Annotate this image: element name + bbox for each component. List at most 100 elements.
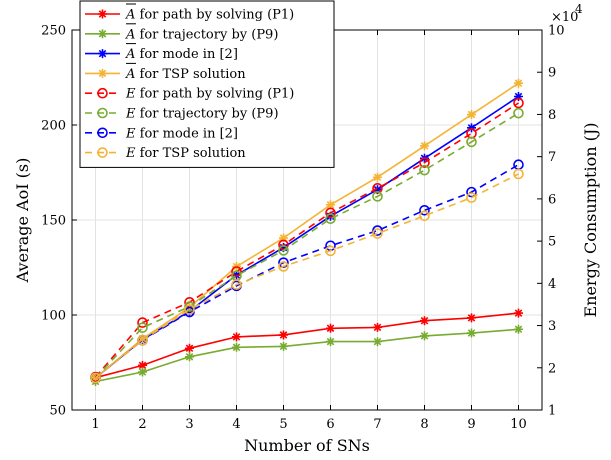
x-tick-label: 1	[91, 417, 99, 432]
circle-marker	[184, 304, 195, 315]
circle-marker	[231, 279, 242, 290]
asterisk-marker	[185, 343, 194, 353]
right-y-tick-label: 6	[548, 192, 556, 207]
legend-text-rest: for TSP solution	[136, 146, 247, 161]
series-line	[94, 112, 519, 379]
x-tick-label: 7	[373, 417, 381, 432]
legend-text-rest: for mode in [2]	[136, 126, 239, 141]
asterisk-marker	[232, 332, 241, 342]
right-y-axis-label: Energy Consumption (J)	[581, 122, 600, 317]
legend-text-rest: for path by solving (P1)	[135, 8, 294, 23]
circle-marker	[513, 97, 524, 109]
asterisk-marker	[232, 270, 241, 280]
asterisk-marker	[279, 243, 288, 253]
circle-marker	[513, 168, 524, 180]
right-y-tick-label: 10	[548, 24, 565, 39]
right-y-tick-label: 5	[548, 235, 556, 250]
asterisk-marker	[467, 123, 476, 133]
asterisk-marker	[185, 352, 194, 362]
asterisk-marker	[373, 185, 382, 195]
asterisk-marker	[98, 49, 107, 59]
circle-marker	[419, 157, 430, 168]
left-y-tick-label: 100	[41, 309, 66, 324]
legend-symbol: A	[125, 27, 135, 42]
legend-entry-label: A for mode in [2]	[125, 47, 238, 62]
right-y-tick-label: 7	[548, 150, 556, 165]
right-axis-multiplier: ×10 4	[551, 2, 583, 25]
circle-marker	[372, 191, 383, 202]
x-tick-label: 4	[232, 417, 240, 432]
series-line	[95, 173, 519, 379]
legend-symbol: A	[125, 67, 135, 82]
series-line	[94, 82, 519, 379]
x-tick-label: 10	[510, 417, 527, 432]
asterisk-marker	[326, 211, 335, 221]
x-axis-label: Number of SNs	[244, 436, 370, 455]
circle-marker	[419, 210, 430, 222]
asterisk-marker	[420, 141, 429, 151]
asterisk-marker	[98, 9, 107, 19]
right-y-tick-label: 1	[548, 404, 556, 419]
series-line	[95, 328, 519, 383]
legend: A for path by solving (P1)A for trajecto…	[79, 0, 335, 168]
circle-marker	[278, 245, 289, 256]
circle-marker	[97, 107, 108, 119]
series-line	[94, 102, 519, 378]
circle-marker	[97, 147, 108, 158]
x-tick-label: 5	[279, 417, 287, 432]
asterisk-marker	[326, 200, 335, 210]
legend-entry-label: A for trajectory by (P9)	[125, 27, 278, 42]
asterisk-marker	[98, 29, 107, 39]
legend-entry-label: E for mode in [2]	[125, 126, 238, 141]
circle-marker	[137, 335, 148, 346]
asterisk-marker	[514, 324, 523, 334]
asterisk-marker	[138, 334, 147, 344]
right-y-tick-label: 9	[548, 66, 556, 81]
right-y-tick-label: 8	[548, 108, 556, 123]
circle-marker	[325, 245, 336, 257]
legend-entry-label: E for TSP solution	[125, 146, 246, 161]
series-line	[95, 164, 519, 379]
asterisk-marker	[279, 330, 288, 340]
legend-text-rest: for trajectory by (P9)	[136, 107, 279, 122]
circle-marker	[278, 239, 289, 251]
asterisk-marker	[373, 337, 382, 347]
circle-marker	[90, 372, 101, 384]
multiplier-base: ×10	[551, 10, 578, 25]
asterisk-marker	[98, 68, 107, 78]
asterisk-marker	[467, 328, 476, 338]
circle-marker	[466, 192, 477, 203]
asterisk-marker	[420, 316, 429, 326]
x-tick-label: 8	[420, 417, 428, 432]
asterisk-marker	[326, 323, 335, 333]
series	[90, 168, 524, 384]
left-y-tick-label: 50	[49, 404, 66, 419]
left-y-axis-label: Average AoI (s)	[13, 158, 32, 284]
asterisk-marker	[467, 313, 476, 323]
legend-text-rest: for mode in [2]	[135, 47, 238, 62]
legend-box	[79, 0, 335, 168]
asterisk-marker	[514, 308, 523, 318]
x-tick-label: 3	[185, 417, 193, 432]
circle-marker	[372, 183, 383, 194]
legend-entry-label: E for path by solving (P1)	[125, 87, 294, 102]
legend-symbol: E	[125, 146, 136, 161]
asterisk-marker	[232, 342, 241, 352]
series-line	[95, 312, 519, 379]
x-tick-label: 6	[326, 417, 334, 432]
circle-marker	[137, 317, 148, 328]
legend-symbol: A	[125, 8, 135, 23]
asterisk-marker	[373, 172, 382, 182]
asterisk-marker	[138, 367, 147, 377]
legend-entry-label: A for TSP solution	[125, 67, 246, 82]
right-y-tick-label: 4	[548, 277, 556, 292]
asterisk-marker	[514, 78, 523, 88]
asterisk-marker	[326, 337, 335, 347]
asterisk-marker	[514, 92, 523, 101]
circle-marker	[231, 266, 242, 277]
series-layer	[90, 78, 524, 386]
circle-marker	[97, 127, 108, 139]
series	[90, 159, 524, 384]
legend-text-rest: for path by solving (P1)	[136, 87, 295, 102]
circle-marker	[419, 204, 430, 216]
